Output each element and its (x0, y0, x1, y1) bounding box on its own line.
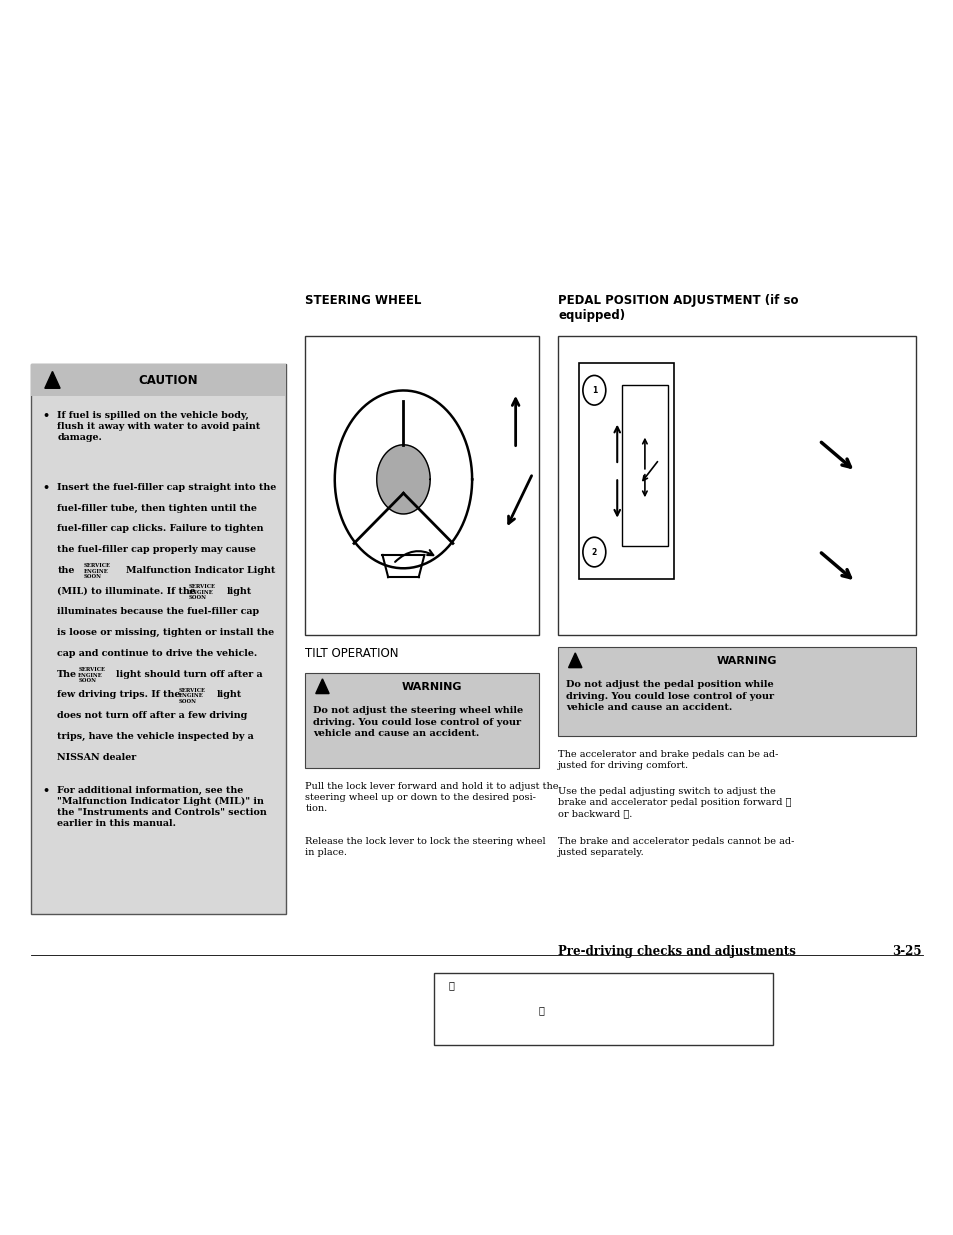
Text: trips, have the vehicle inspected by a: trips, have the vehicle inspected by a (57, 732, 253, 741)
Text: Insert the fuel-filler cap straight into the: Insert the fuel-filler cap straight into… (57, 483, 276, 492)
Text: fuel-filler tube, then tighten until the: fuel-filler tube, then tighten until the (57, 504, 257, 513)
Text: PEDAL POSITION ADJUSTMENT (if so
equipped): PEDAL POSITION ADJUSTMENT (if so equippe… (558, 294, 798, 322)
Text: CAUTION: CAUTION (138, 374, 197, 387)
Text: SERVICE
ENGINE
SOON: SERVICE ENGINE SOON (178, 688, 205, 704)
Text: Pre-driving checks and adjustments: Pre-driving checks and adjustments (558, 945, 795, 958)
Text: is loose or missing, tighten or install the: is loose or missing, tighten or install … (57, 629, 274, 637)
Polygon shape (315, 679, 329, 694)
Text: The accelerator and brake pedals can be ad-
justed for driving comfort.: The accelerator and brake pedals can be … (558, 750, 778, 769)
Text: SERVICE
ENGINE
SOON: SERVICE ENGINE SOON (189, 584, 215, 600)
Polygon shape (568, 653, 581, 668)
Bar (30, 364, 286, 396)
Text: light: light (216, 690, 241, 699)
Text: Do not adjust the steering wheel while
driving. You could lose control of your
v: Do not adjust the steering wheel while d… (313, 706, 522, 737)
Text: Do not adjust the pedal position while
driving. You could lose control of your
v: Do not adjust the pedal position while d… (565, 680, 773, 711)
Text: cap and continue to drive the vehicle.: cap and continue to drive the vehicle. (57, 648, 257, 658)
Text: The brake and accelerator pedals cannot be ad-
justed separately.: The brake and accelerator pedals cannot … (558, 837, 794, 857)
Text: 3-25: 3-25 (891, 945, 921, 958)
Text: 1: 1 (591, 385, 597, 395)
Bar (558, 647, 915, 736)
Text: Use the pedal adjusting switch to adjust the
brake and accelerator pedal positio: Use the pedal adjusting switch to adjust… (558, 787, 791, 818)
Bar (305, 336, 538, 635)
Text: For additional information, see the
"Malfunction Indicator Light (MIL)" in
the ": For additional information, see the "Mal… (57, 785, 267, 829)
Text: does not turn off after a few driving: does not turn off after a few driving (57, 711, 247, 720)
Text: If fuel is spilled on the vehicle body,
flush it away with water to avoid paint
: If fuel is spilled on the vehicle body, … (57, 411, 260, 442)
Text: light: light (227, 587, 252, 595)
Text: SERVICE
ENGINE
SOON: SERVICE ENGINE SOON (84, 563, 111, 579)
Bar (30, 364, 286, 914)
Polygon shape (45, 372, 60, 388)
Text: STEERING WHEEL: STEERING WHEEL (305, 294, 421, 308)
Text: •: • (42, 785, 49, 795)
Text: fuel-filler cap clicks. Failure to tighten: fuel-filler cap clicks. Failure to tight… (57, 525, 263, 534)
Bar (578, 363, 674, 579)
Text: Malfunction Indicator Light: Malfunction Indicator Light (126, 566, 275, 574)
Text: Release the lock lever to lock the steering wheel
in place.: Release the lock lever to lock the steer… (305, 837, 545, 857)
Text: ⭢: ⭢ (448, 981, 454, 990)
Text: few driving trips. If the: few driving trips. If the (57, 690, 180, 699)
Text: WARNING: WARNING (401, 682, 461, 692)
Text: TILT OPERATION: TILT OPERATION (305, 647, 398, 661)
Bar (558, 336, 915, 635)
Text: the: the (57, 566, 74, 574)
Polygon shape (376, 445, 430, 514)
Bar (305, 673, 538, 768)
Text: (MIL) to illuminate. If the: (MIL) to illuminate. If the (57, 587, 195, 595)
Text: •: • (42, 411, 49, 421)
Text: 2: 2 (591, 547, 597, 557)
Bar (434, 973, 772, 1045)
Text: ⭢: ⭢ (538, 1005, 544, 1015)
Text: NISSAN dealer: NISSAN dealer (57, 752, 136, 762)
Text: SERVICE
ENGINE
SOON: SERVICE ENGINE SOON (78, 667, 105, 683)
Text: WARNING: WARNING (716, 656, 776, 666)
Text: •: • (42, 483, 49, 493)
Bar (621, 385, 667, 546)
Text: The: The (57, 669, 77, 678)
Text: the fuel-filler cap properly may cause: the fuel-filler cap properly may cause (57, 545, 255, 555)
Text: Pull the lock lever forward and hold it to adjust the
steering wheel up or down : Pull the lock lever forward and hold it … (305, 782, 558, 813)
Text: illuminates because the fuel-filler cap: illuminates because the fuel-filler cap (57, 608, 259, 616)
Text: light should turn off after a: light should turn off after a (116, 669, 263, 678)
